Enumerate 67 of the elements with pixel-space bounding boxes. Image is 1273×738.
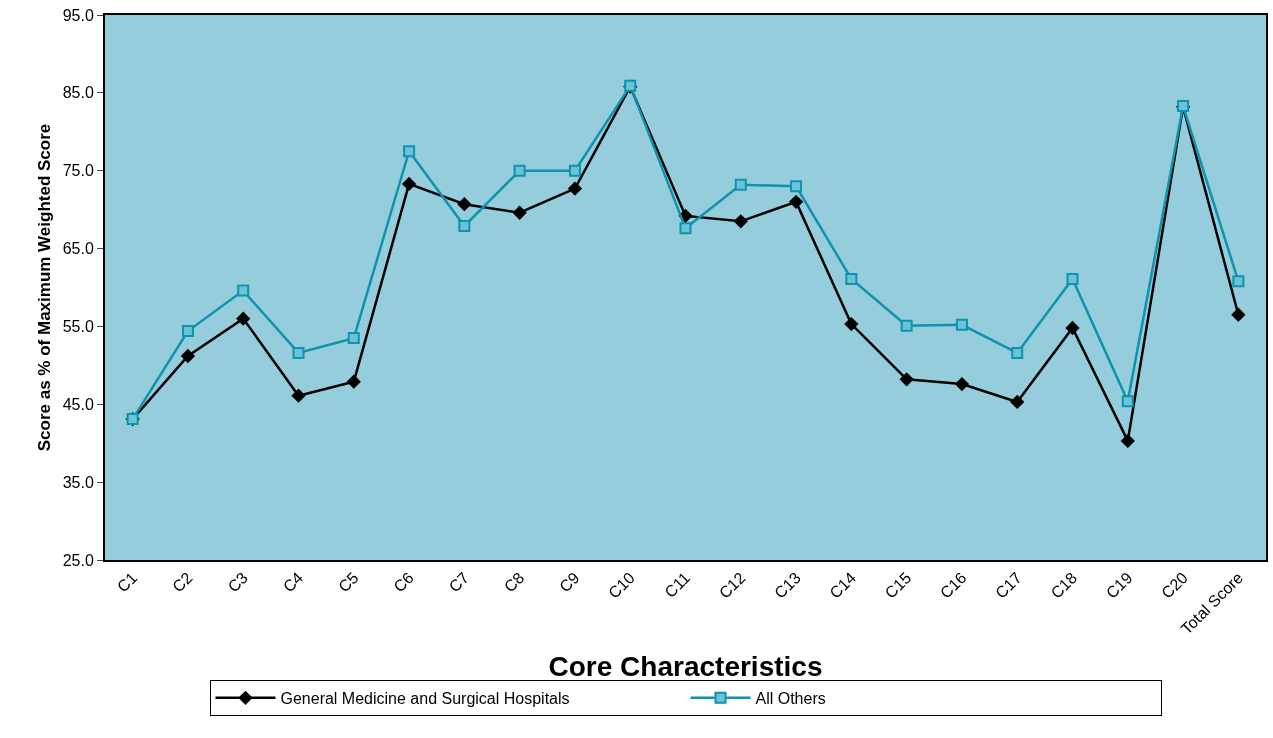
point: [512, 205, 527, 220]
legend-label: General Medicine and Surgical Hospitals: [280, 690, 570, 708]
x-tick-label: C11: [661, 568, 694, 601]
x-tick-label: C3: [224, 568, 252, 596]
x-axis-title: Core Characteristics: [548, 651, 823, 683]
point: [679, 222, 692, 235]
point: [237, 284, 250, 297]
x-tick-label: C2: [169, 568, 196, 596]
x-tick-label: C5: [335, 568, 362, 596]
x-tick-label: C9: [556, 568, 583, 596]
x-tick-label: C17: [992, 568, 1026, 602]
point: [181, 325, 194, 338]
point: [733, 214, 748, 229]
point: [403, 145, 416, 158]
x-tick-label: C1: [113, 568, 141, 596]
point: [236, 311, 251, 326]
x-tick-label: C16: [936, 568, 970, 602]
point: [1065, 320, 1080, 336]
x-tick-label: C4: [279, 568, 307, 596]
point: [955, 318, 968, 331]
point: [291, 388, 306, 403]
point: [1232, 275, 1245, 288]
point: [899, 372, 914, 387]
point: [513, 164, 526, 177]
y-tick-label: 75.0: [62, 162, 94, 180]
y-tick-label: 85.0: [62, 84, 94, 102]
point: [180, 348, 196, 364]
x-tick-label: C20: [1158, 568, 1191, 602]
y-tick-label: 35.0: [62, 473, 94, 491]
x-tick-label: C10: [605, 568, 639, 602]
point: [1121, 395, 1134, 408]
x-tick-label: C12: [715, 568, 749, 602]
point: [845, 272, 858, 285]
point: [457, 197, 472, 212]
y-tick-label: 25.0: [62, 551, 94, 569]
x-tick-label: C8: [500, 568, 528, 596]
point: [292, 346, 305, 359]
y-tick-label: 45.0: [62, 395, 94, 413]
x-tick-label: C6: [390, 568, 417, 596]
point: [788, 194, 804, 210]
point: [568, 164, 581, 177]
point: [1066, 272, 1079, 285]
point: [401, 176, 417, 192]
x-tick-label: C19: [1102, 568, 1136, 602]
point: [1010, 394, 1025, 410]
y-tick-label: 65.0: [62, 240, 94, 258]
x-tick-label: C18: [1047, 568, 1081, 602]
point: [1231, 307, 1246, 322]
point: [734, 178, 747, 191]
point: [900, 319, 913, 332]
point: [458, 219, 471, 232]
point: [567, 181, 583, 196]
point: [954, 376, 970, 392]
x-tick-label: C13: [771, 568, 804, 602]
legend-label: All Others: [755, 690, 826, 708]
y-tick-label: 55.0: [62, 318, 94, 336]
x-tick-label: C14: [826, 568, 860, 602]
x-tick-label: C15: [881, 568, 915, 602]
y-tick-label: 95.0: [62, 6, 94, 24]
point: [1120, 433, 1135, 449]
point: [347, 332, 360, 345]
point: [346, 374, 361, 389]
point: [790, 180, 803, 193]
y-axis-title: Score as % of Maximum Weighted Score: [34, 123, 54, 452]
x-tick-label: C7: [445, 568, 473, 596]
point: [1011, 346, 1024, 359]
point: [844, 316, 859, 332]
